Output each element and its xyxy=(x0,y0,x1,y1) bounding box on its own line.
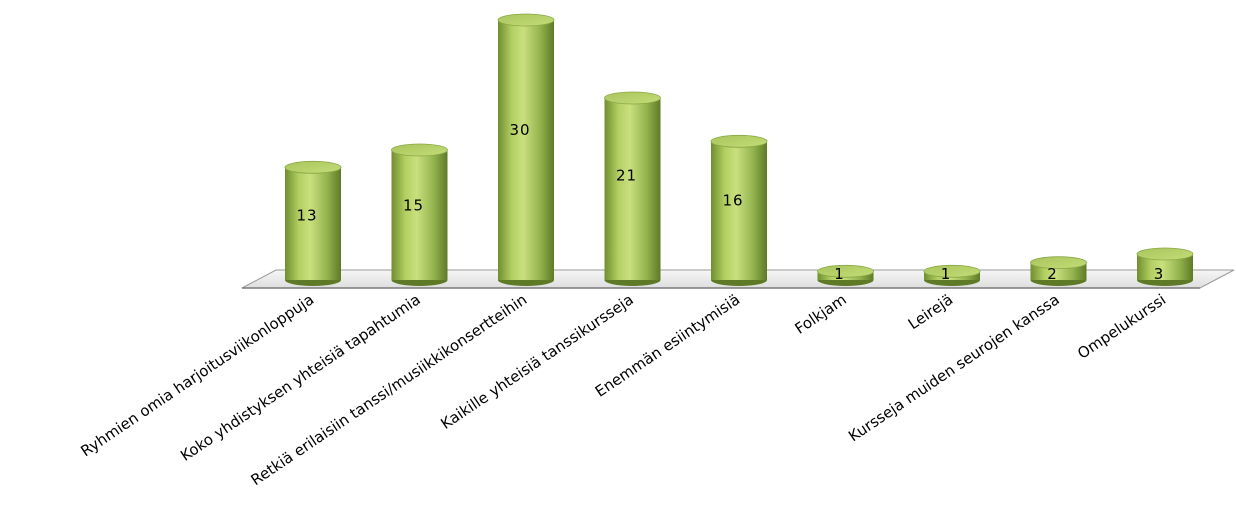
bar-5-body xyxy=(711,141,767,280)
bar-3-top xyxy=(497,13,555,27)
data-label-8: 2 xyxy=(1047,265,1058,283)
data-label-6: 1 xyxy=(834,265,845,283)
data-label-1: 13 xyxy=(296,207,317,225)
bar-7 xyxy=(923,264,981,286)
x-tick-label-8: Kursseja muiden seurojen kanssa xyxy=(845,290,1063,445)
bar-7-top xyxy=(923,264,981,278)
bar-9-top xyxy=(1136,247,1194,261)
bar-9 xyxy=(1136,247,1194,286)
data-label-3: 30 xyxy=(509,121,530,139)
bar-3-body xyxy=(498,20,554,280)
x-tick-label-9: Ompelukurssi xyxy=(1074,290,1169,362)
bar-2 xyxy=(391,143,448,286)
bar-2-top xyxy=(391,143,448,157)
x-tick-label-4: Kaikille yhteisiä tanssikursseja xyxy=(437,290,636,433)
data-label-2: 15 xyxy=(403,197,424,215)
x-tick-label-6: Folkjam xyxy=(791,290,849,337)
data-label-9: 3 xyxy=(1154,265,1165,283)
bar-1-body xyxy=(285,167,341,280)
bar-4 xyxy=(604,91,661,286)
bar-8 xyxy=(1030,256,1087,286)
bar-1 xyxy=(284,160,342,286)
bar-3 xyxy=(497,13,555,286)
x-tick-label-7: Leirejä xyxy=(905,290,956,333)
bar-4-body xyxy=(604,98,661,280)
bar-5 xyxy=(710,134,768,286)
bar-8-top xyxy=(1030,256,1087,270)
bar-2-body xyxy=(391,150,448,280)
data-label-5: 16 xyxy=(722,192,743,210)
bar-5-top xyxy=(710,134,768,148)
bar-6 xyxy=(817,264,874,286)
x-tick-label-1: Ryhmien omia harjoitusviikonloppuja xyxy=(77,290,317,460)
data-label-4: 21 xyxy=(616,166,637,184)
data-label-7: 1 xyxy=(941,265,952,283)
bar-6-top xyxy=(817,264,874,278)
bar-1-top xyxy=(284,160,342,174)
bar-4-top xyxy=(604,91,661,105)
